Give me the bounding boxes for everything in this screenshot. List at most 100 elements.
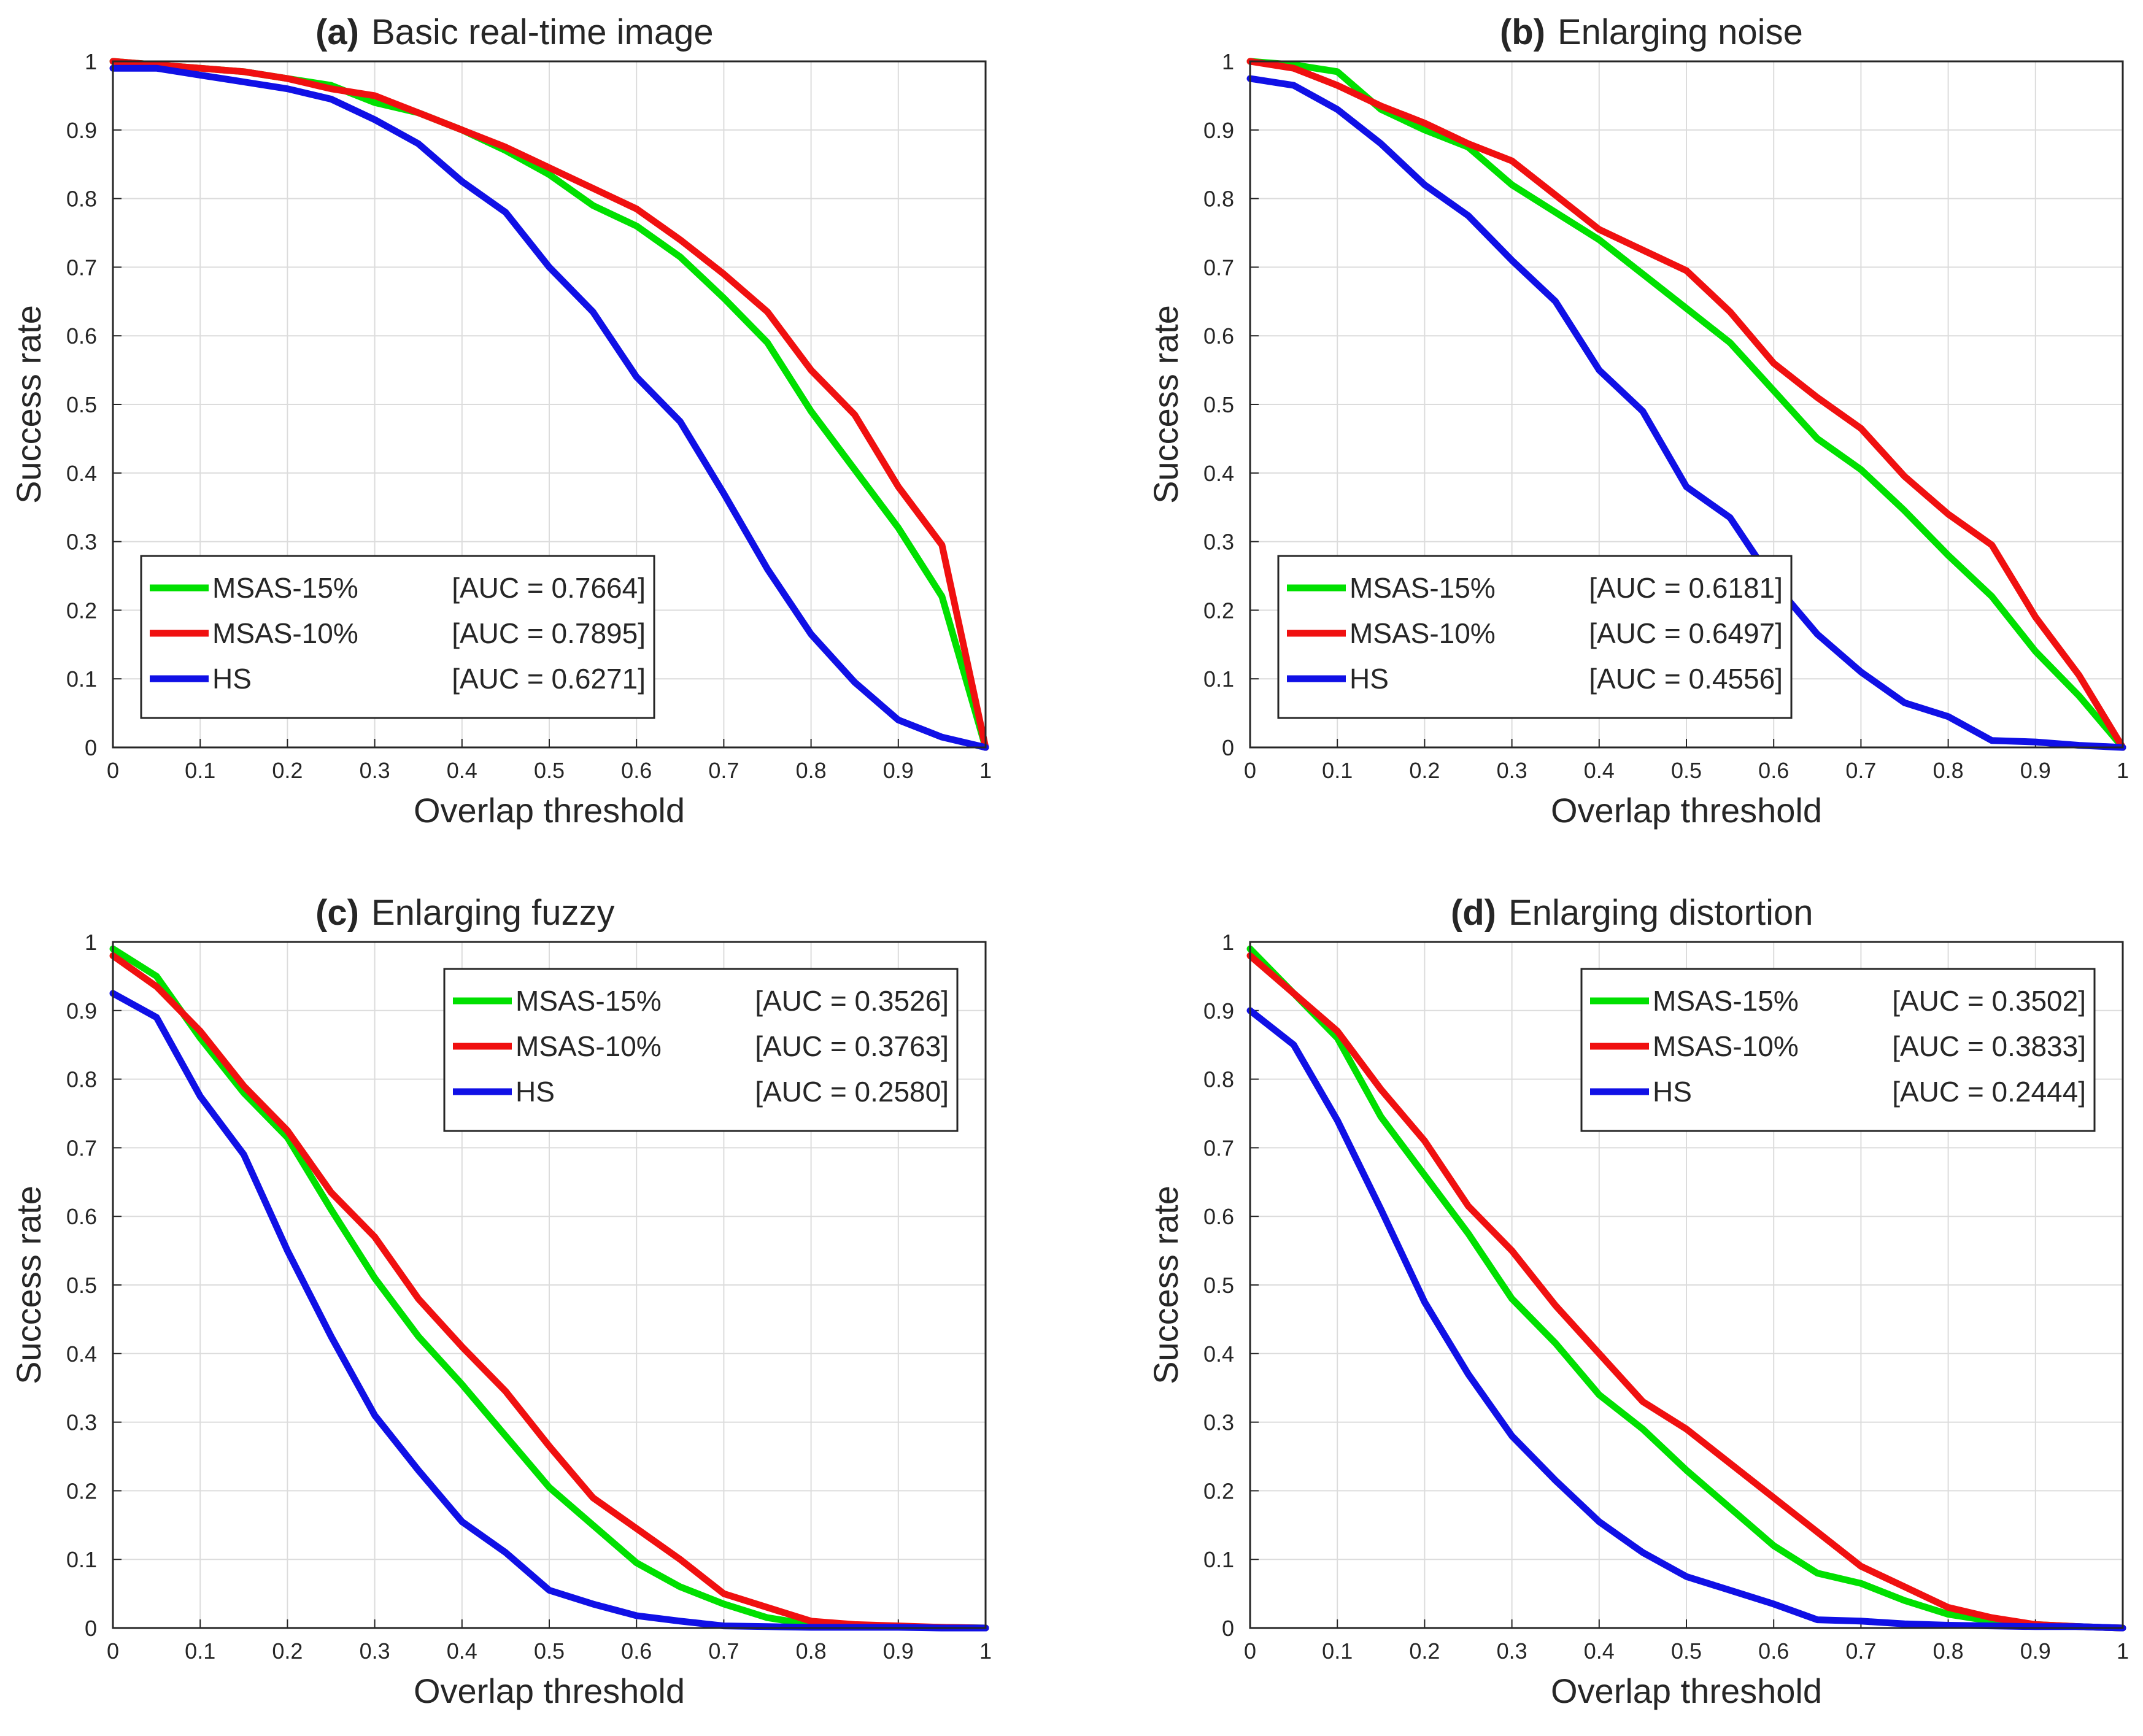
legend-auc: [AUC = 0.7895] (452, 617, 646, 649)
x-tick-label: 0.7 (1845, 758, 1876, 783)
y-tick-label: 0.8 (66, 1067, 97, 1092)
axes-frame (1249, 941, 2124, 1629)
y-tick-label: 0.5 (1203, 392, 1234, 417)
y-tick-label: 0.3 (1203, 1410, 1234, 1435)
y-tick-label: 0.3 (1203, 530, 1234, 555)
y-tick-label: 0.2 (1203, 1478, 1234, 1503)
legend: MSAS-15% [AUC = 0.7664] MSAS-10% [AUC = 0.7… (140, 555, 655, 719)
chart-title: Enlarging fuzzy (371, 893, 615, 933)
legend-label: MSAS-10% (1653, 1030, 1799, 1062)
y-tick-label: 0.1 (1203, 666, 1234, 692)
x-tick-label: 0.5 (1671, 758, 1702, 783)
y-tick-label: 0.5 (1203, 1273, 1234, 1298)
y-tick-label: 0.3 (66, 530, 97, 555)
y-tick-label: 0.9 (1203, 118, 1234, 143)
subplot-b: 0 0.1 0.2 0.3 0.4 0.5 0.6 0.7 0.8 0.9 1 0 0.1 0.2 0.3 0… (1146, 12, 2129, 830)
y-tick-label: 0.9 (66, 118, 97, 143)
x-tick-label: 0.8 (796, 758, 827, 783)
legend: MSAS-15% [AUC = 0.3526] MSAS-10% [AUC = 0.3… (443, 968, 959, 1132)
x-tick-label: 1 (2117, 1638, 2129, 1664)
y-tick-label: 0.7 (1203, 1135, 1234, 1160)
x-tick-label: 0.7 (708, 1638, 739, 1664)
series-line-hs (1246, 75, 2126, 751)
x-tick-label: 0.6 (1758, 1638, 1789, 1664)
legend-auc: [AUC = 0.3526] (755, 985, 949, 1017)
legend-box (1580, 968, 2096, 1132)
legend-label: MSAS-15% (1653, 985, 1799, 1017)
x-axis-label: Overlap threshold (1551, 791, 1822, 830)
y-tick-label: 0.6 (66, 1204, 97, 1229)
x-tick-label: 0.5 (534, 758, 565, 783)
legend-auc: [AUC = 0.3833] (1892, 1030, 2086, 1062)
chart-title: Enlarging distortion (1508, 893, 1813, 933)
x-tick-label: 0.2 (1409, 758, 1440, 783)
x-tick-label: 0.2 (272, 758, 303, 783)
x-tick-label: 0.3 (1497, 1638, 1527, 1664)
y-axis-label: Success rate (1146, 305, 1185, 504)
series-line-msas-15 (1246, 58, 2126, 751)
legend-label: HS (1350, 663, 1389, 695)
x-tick-label: 0.3 (360, 758, 390, 783)
y-tick-label: 0.8 (66, 187, 97, 212)
x-tick-label: 0.3 (1497, 758, 1527, 783)
x-tick-label: 0 (107, 1638, 119, 1664)
series-line-msas-10 (1246, 952, 2126, 1632)
x-tick-label: 0.8 (1933, 758, 1964, 783)
x-tick-label: 0.1 (185, 1638, 215, 1664)
legend-box (140, 555, 655, 719)
x-tick-label: 0.6 (621, 1638, 652, 1664)
y-tick-label: 0.2 (1203, 598, 1234, 623)
y-tick-label: 0.1 (66, 666, 97, 692)
series-line-hs (1246, 1007, 2126, 1632)
subplot-d: 0 0.1 0.2 0.3 0.4 0.5 0.6 0.7 0.8 0.9 1 0 0.1 0.2 0.3 0… (1146, 893, 2129, 1710)
legend-label: MSAS-10% (515, 1030, 662, 1062)
x-tick-label: 0.7 (708, 758, 739, 783)
legend-label: MSAS-15% (515, 985, 662, 1017)
y-tick-label: 1 (1222, 930, 1234, 955)
y-tick-label: 0.6 (66, 323, 97, 349)
legend-auc: [AUC = 0.4556] (1589, 663, 1783, 695)
series-line-msas-10 (109, 952, 989, 1632)
chart-title-tag: (a) (315, 12, 359, 52)
y-tick-label: 0 (1222, 1616, 1234, 1641)
axes-frame (1249, 60, 2124, 749)
y-axis-label: Success rate (1146, 1186, 1185, 1384)
chart-title-tag: (d) (1451, 893, 1496, 933)
legend-auc: [AUC = 0.2580] (755, 1076, 949, 1108)
series-line-hs (109, 64, 989, 751)
x-tick-label: 0 (1244, 1638, 1256, 1664)
legend-auc: [AUC = 0.3502] (1892, 985, 2086, 1017)
y-tick-label: 0.8 (1203, 187, 1234, 212)
legend-label: HS (1653, 1076, 1692, 1108)
x-tick-label: 0.1 (1322, 758, 1353, 783)
x-tick-label: 0.3 (360, 1638, 390, 1664)
legend-label: MSAS-10% (1350, 617, 1496, 649)
y-tick-label: 0.4 (1203, 461, 1234, 486)
x-axis-label: Overlap threshold (414, 1672, 685, 1710)
y-tick-label: 0.1 (1203, 1547, 1234, 1572)
x-tick-label: 0.4 (447, 758, 477, 783)
chart-title: Enlarging noise (1558, 12, 1803, 52)
y-tick-label: 0.2 (66, 1478, 97, 1503)
y-tick-label: 0.6 (1203, 323, 1234, 349)
legend-label: MSAS-10% (212, 617, 358, 649)
y-tick-label: 1 (85, 930, 97, 955)
legend: MSAS-15% [AUC = 0.6181] MSAS-10% [AUC = 0.6… (1277, 555, 1793, 719)
chart-title-tag: (b) (1500, 12, 1545, 52)
legend-label: MSAS-15% (212, 572, 358, 604)
legend-auc: [AUC = 0.2444] (1892, 1076, 2086, 1108)
y-tick-label: 0.4 (66, 461, 97, 486)
y-axis-label: Success rate (9, 1186, 48, 1384)
y-tick-label: 0.7 (1203, 255, 1234, 280)
y-tick-label: 0.7 (66, 1135, 97, 1160)
x-tick-label: 1 (979, 1638, 992, 1664)
axes-frame (112, 941, 987, 1629)
x-tick-label: 0.4 (1584, 758, 1615, 783)
x-tick-label: 0.7 (1845, 1638, 1876, 1664)
y-tick-label: 0.1 (66, 1547, 97, 1572)
x-tick-label: 0.1 (185, 758, 215, 783)
y-tick-label: 0.2 (66, 598, 97, 623)
x-axis-label: Overlap threshold (414, 791, 685, 830)
x-tick-label: 0 (1244, 758, 1256, 783)
